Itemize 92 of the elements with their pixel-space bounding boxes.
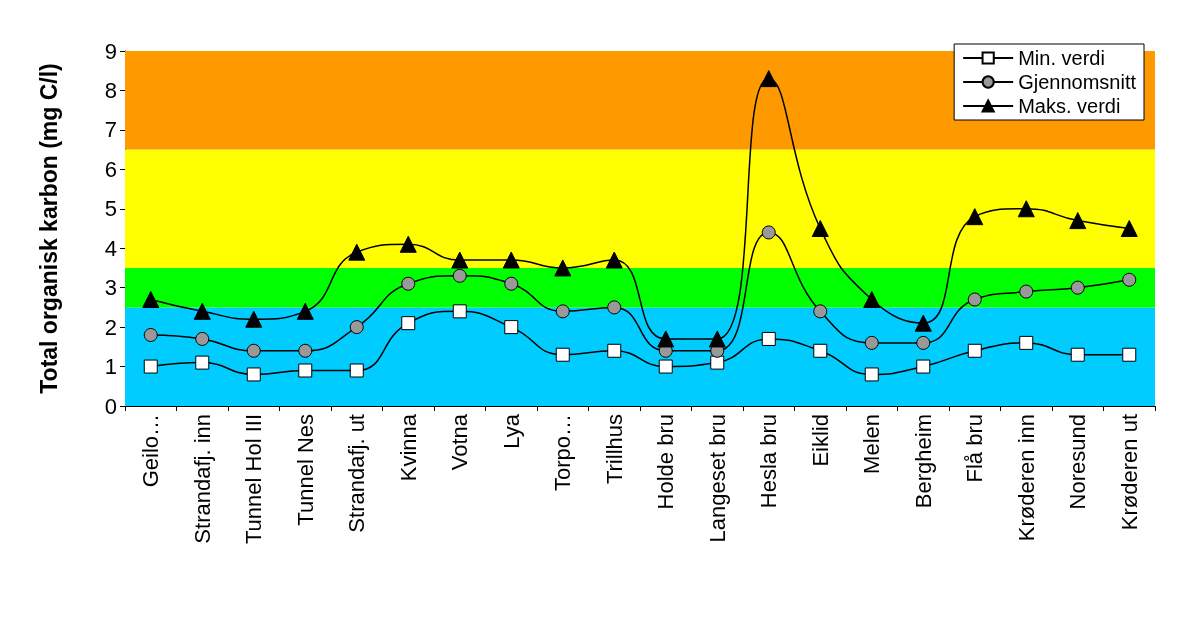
point [864,367,879,382]
point [246,367,261,382]
point [349,320,364,335]
legend-label: Gjennomsnitt [1018,71,1137,93]
point [658,359,673,374]
point [1069,212,1087,230]
y-axis-title: Total organisk karbon (mg C/l) [35,63,62,394]
point [504,320,519,335]
point [811,220,829,237]
point [246,343,261,358]
x-tick-label: Krøderen ut [1116,414,1142,531]
point [605,251,623,269]
y-tick-label: 7 [104,117,117,143]
point [195,355,210,370]
point [555,347,570,362]
y-tick-label: 2 [104,314,117,340]
point [864,335,879,350]
point [452,268,467,283]
x-tick-label: Noresund [1065,414,1091,510]
y-tick-label: 1 [104,354,117,380]
point [554,259,572,277]
point [916,335,931,350]
point [657,330,675,348]
point [1122,347,1137,362]
point [1019,335,1034,350]
point [349,363,364,378]
point [1070,347,1085,362]
point [504,276,519,291]
y-tick-label: 9 [104,38,117,64]
x-tick-label: Strandafj. inn [189,414,215,544]
x-tick-label: Geilo… [138,414,164,488]
point [607,343,622,358]
point [555,304,570,319]
x-tick-label: Flå bru [962,414,988,483]
point [143,359,158,374]
x-tick-label: Strandafj. ut [344,414,370,533]
x-tick-label: Holde bru [653,414,679,510]
x-tick-label: Hesla bru [756,414,782,509]
x-tick-label: Tunnel Hol III [241,414,267,545]
point [245,310,263,328]
x-tick-label: Kvinna [395,413,421,482]
point [143,328,158,342]
point [1120,220,1138,237]
point [399,235,417,253]
point [193,302,211,320]
point [761,331,776,346]
x-tick-label: Melen [859,414,885,474]
x-tick-label: Eiklid [807,414,833,467]
point [298,363,313,378]
point [1017,200,1035,218]
point [1070,280,1085,295]
point [761,225,776,240]
x-tick-label: Bergheim [910,414,936,509]
point [760,70,778,88]
x-tick-label: Langeset bru [704,414,730,543]
point [298,343,313,358]
point [863,291,881,308]
x-tick-label: Lya [498,413,524,449]
point [916,359,931,374]
y-tick-label: 8 [104,77,117,103]
point [502,251,520,269]
x-tick-label: Torpo… [550,414,576,492]
point [195,331,210,346]
point [967,292,982,307]
point [914,314,932,332]
x-tick-label: Krøderen inn [1013,414,1039,542]
y-tick-label: 3 [104,275,117,301]
point [348,243,366,261]
y-tick-label: 6 [104,156,117,182]
y-tick-label: 0 [104,393,117,419]
legend-label: Min. verdi [1018,47,1105,69]
point [813,343,828,358]
point [708,330,726,348]
point [967,343,982,358]
point [1122,272,1137,287]
point [142,291,160,308]
point [296,302,314,320]
point [451,251,469,269]
x-tick-label: Tunnel Nes [292,414,318,526]
x-tick-label: Votna [447,413,473,471]
point [813,304,828,319]
x-tick-label: Trillhus [601,414,627,485]
y-tick-label: 5 [104,196,117,222]
y-tick-label: 4 [104,235,117,261]
point [966,208,984,226]
point [710,355,725,370]
point [401,316,416,331]
point [452,304,467,319]
legend-label: Maks. verdi [1018,95,1121,117]
point [401,276,416,291]
point [1019,284,1034,299]
point [607,300,622,315]
